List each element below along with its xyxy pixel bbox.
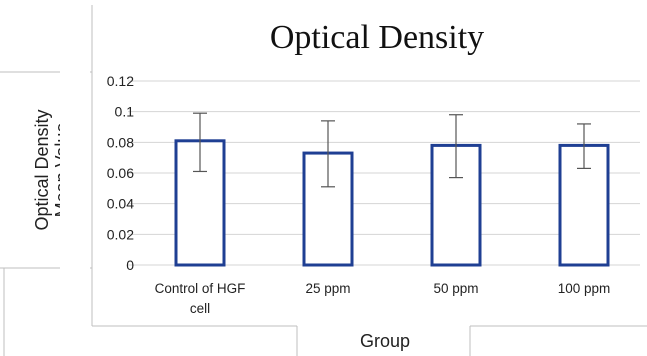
- y-tick-labels: 0 0.02 0.04 0.06 0.08 0.1 0.12: [107, 73, 134, 273]
- chart-title: Optical Density: [270, 19, 484, 56]
- y-tick-label: 0.1: [115, 104, 135, 120]
- x-tick-label: cell: [190, 301, 210, 316]
- y-axis-title-mask: [60, 60, 90, 280]
- y-tick-label: 0.08: [107, 134, 134, 150]
- error-bar: [577, 123, 591, 169]
- y-tick-label: 0.02: [107, 226, 134, 242]
- x-tick-labels: Control of HGF cell 25 ppm 50 ppm 100 ppm: [155, 281, 611, 316]
- x-tick-label: 25 ppm: [305, 281, 350, 296]
- y-tick-label: 0.04: [107, 196, 134, 212]
- error-bar: [193, 112, 207, 173]
- bars: [174, 139, 610, 267]
- chart-frame: [0, 5, 647, 356]
- x-axis-title: Group: [360, 331, 410, 351]
- y-tick-label: 0: [126, 257, 134, 273]
- error-bar: [449, 114, 463, 179]
- x-tick-label: 100 ppm: [558, 281, 611, 296]
- x-tick-label: 50 ppm: [433, 281, 478, 296]
- y-tick-label: 0.06: [107, 165, 134, 181]
- y-axis-title-line-1: Optical Density: [32, 109, 52, 230]
- error-bar: [321, 120, 335, 188]
- x-tick-label: Control of HGF: [155, 281, 246, 296]
- error-bars: [193, 112, 591, 188]
- y-tick-label: 0.12: [107, 73, 134, 89]
